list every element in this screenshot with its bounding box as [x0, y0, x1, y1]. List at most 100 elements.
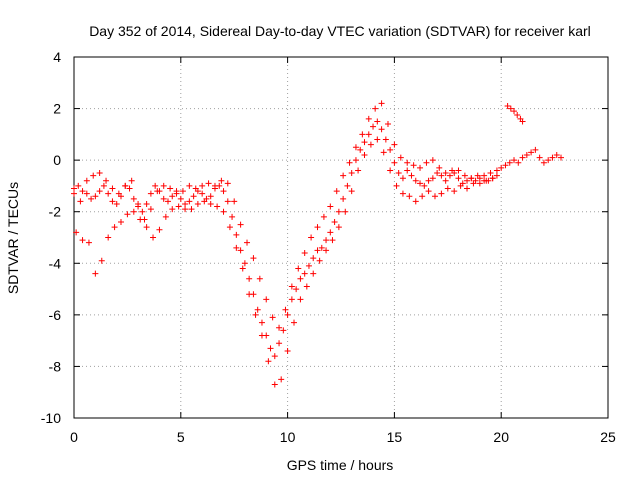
data-point [523, 151, 530, 158]
data-point [357, 146, 364, 153]
data-point [438, 172, 445, 179]
data-point [301, 270, 308, 277]
data-point [265, 358, 272, 365]
data-point [239, 265, 246, 272]
data-point [207, 200, 214, 207]
data-point [323, 247, 330, 254]
data-point [393, 182, 400, 189]
data-point [280, 327, 287, 334]
data-point [188, 206, 195, 213]
chart-title: Day 352 of 2014, Sidereal Day-to-day VTE… [89, 23, 591, 39]
data-point [511, 108, 518, 115]
data-point [361, 139, 368, 146]
data-point [395, 170, 402, 177]
data-point [224, 198, 231, 205]
data-point [504, 102, 511, 109]
data-point [540, 159, 547, 166]
data-point [406, 193, 413, 200]
data-point [514, 112, 521, 119]
data-point [333, 188, 340, 195]
data-point [335, 224, 342, 231]
data-point [438, 190, 445, 197]
data-point [190, 193, 197, 200]
data-point [124, 211, 131, 218]
data-point [382, 136, 389, 143]
data-point [474, 172, 481, 179]
data-point [316, 257, 323, 264]
data-point [468, 175, 475, 182]
data-point [378, 126, 385, 133]
data-point [96, 188, 103, 195]
x-tick-label: 25 [600, 429, 616, 445]
data-point [444, 185, 451, 192]
data-point [229, 213, 236, 220]
data-point [186, 198, 193, 205]
data-point [348, 170, 355, 177]
data-point [109, 185, 116, 192]
data-point [207, 193, 214, 200]
data-point [384, 121, 391, 128]
data-point [327, 229, 334, 236]
data-point [417, 164, 424, 171]
data-point [169, 193, 176, 200]
data-point [498, 164, 505, 171]
data-point [431, 193, 438, 200]
data-point [352, 144, 359, 151]
x-tick-label: 20 [493, 429, 509, 445]
data-point [425, 188, 432, 195]
data-point [192, 185, 199, 192]
data-point [241, 260, 248, 267]
x-tick-label: 10 [280, 429, 296, 445]
data-point [167, 185, 174, 192]
data-point [220, 208, 227, 215]
data-point [276, 324, 283, 331]
data-point [451, 188, 458, 195]
data-point [352, 157, 359, 164]
data-point [137, 216, 144, 223]
data-point [130, 208, 137, 215]
data-point [449, 167, 456, 174]
data-point [90, 172, 97, 179]
data-point [314, 247, 321, 254]
data-point [434, 170, 441, 177]
data-point [199, 182, 206, 189]
data-point [111, 224, 118, 231]
data-point [179, 188, 186, 195]
data-point [421, 182, 428, 189]
data-point [276, 340, 283, 347]
data-point [429, 157, 436, 164]
data-point [404, 167, 411, 174]
data-point [263, 296, 270, 303]
data-point [105, 190, 112, 197]
data-point [464, 177, 471, 184]
data-point [310, 270, 317, 277]
data-point [410, 162, 417, 169]
data-point [511, 157, 518, 164]
data-point [558, 154, 565, 161]
data-points [71, 100, 565, 388]
data-point [346, 159, 353, 166]
data-point [250, 255, 257, 262]
data-point [278, 376, 285, 383]
y-tick-label: 2 [53, 101, 61, 117]
data-point [169, 206, 176, 213]
data-point [397, 154, 404, 161]
data-point [455, 167, 462, 174]
data-point [305, 262, 312, 269]
data-point [88, 195, 95, 202]
data-point [506, 159, 513, 166]
y-tick-label: -8 [49, 358, 62, 374]
data-point [128, 177, 135, 184]
data-point [237, 221, 244, 228]
data-point [139, 208, 146, 215]
data-point [355, 167, 362, 174]
data-point [237, 247, 244, 254]
data-point [318, 244, 325, 251]
data-point [519, 118, 526, 125]
data-point [303, 283, 310, 290]
data-point [226, 224, 233, 231]
data-point [335, 208, 342, 215]
plot-frame [73, 56, 609, 419]
grid-lines [74, 57, 608, 418]
data-point [258, 332, 265, 339]
